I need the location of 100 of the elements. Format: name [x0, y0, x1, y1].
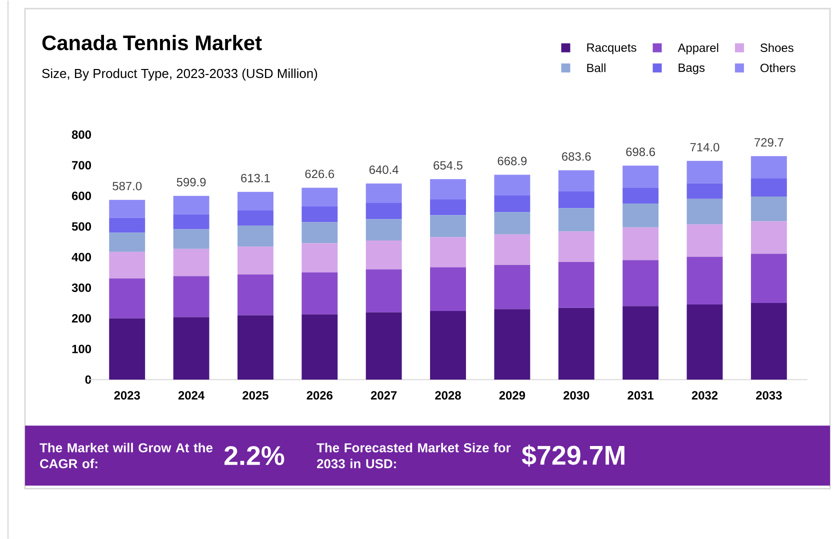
bar	[686, 256, 723, 304]
bar	[366, 219, 402, 240]
bar	[109, 252, 146, 278]
y-tick-label: 100	[72, 344, 91, 354]
bar	[366, 269, 402, 312]
x-tick-label: 2032	[692, 391, 718, 400]
bar	[750, 221, 787, 254]
bar	[558, 262, 594, 308]
total-label: 654.5	[434, 161, 462, 170]
bar	[622, 260, 659, 306]
total-label: 587.0	[112, 182, 142, 190]
x-tick-label: 2027	[370, 391, 397, 400]
bar	[173, 276, 210, 318]
bar	[430, 199, 466, 216]
total-label: 613.1	[241, 174, 270, 182]
y-tick-label: 700	[72, 160, 91, 170]
bar	[366, 202, 402, 220]
bar	[558, 191, 594, 208]
total-label: 626.6	[305, 170, 334, 178]
bar	[173, 248, 210, 276]
total-label: 668.9	[498, 156, 527, 166]
bar	[430, 267, 466, 311]
bar	[366, 240, 402, 270]
bar	[173, 229, 210, 249]
bar	[237, 274, 274, 316]
bar	[494, 212, 530, 234]
legend-label: Shoes	[760, 43, 794, 52]
bar	[237, 246, 274, 274]
bar	[686, 198, 723, 224]
bar	[494, 234, 530, 265]
bar	[302, 188, 338, 206]
bar	[302, 222, 338, 244]
bar	[558, 208, 594, 232]
bar	[302, 272, 338, 314]
y-tick-label: 0	[85, 375, 91, 384]
x-tick-label: 2030	[564, 391, 590, 400]
text: 2.2%	[224, 446, 284, 465]
bar	[109, 232, 146, 252]
text: The Forecasted Market Size for 2033 in USD:	[316, 442, 511, 468]
bar	[622, 203, 659, 228]
x-tick-label: 2024	[178, 391, 204, 400]
total-label: 640.4	[369, 165, 398, 174]
x-tick-label: 2033	[756, 391, 782, 400]
bar	[430, 237, 466, 268]
bar	[302, 314, 338, 380]
legend-label: Bags	[678, 64, 705, 74]
bar	[173, 196, 210, 214]
x-tick-label: 2029	[499, 391, 526, 400]
bar	[494, 174, 530, 196]
bar	[366, 183, 402, 202]
x-tick-label: 2025	[242, 391, 268, 400]
total-label: 729.7	[754, 138, 784, 146]
y-tick-label: 500	[72, 222, 91, 231]
total-label: 599.9	[176, 178, 206, 186]
x-tick-label: 2026	[306, 391, 333, 400]
bar	[109, 218, 146, 232]
bar	[430, 310, 466, 380]
bar	[686, 224, 723, 257]
chart-subtitle: Size, By Product Type, 2023-2033 (USD Million)	[42, 68, 318, 81]
y-tick-label: 600	[72, 192, 91, 200]
total-label: 714.0	[690, 142, 720, 152]
x-tick-label: 2028	[435, 391, 461, 400]
bar	[237, 315, 274, 380]
bar	[109, 318, 146, 380]
legend-label: Others	[760, 63, 796, 72]
bar	[302, 206, 338, 222]
bar	[173, 317, 210, 380]
bar	[558, 231, 594, 262]
bar	[494, 264, 530, 310]
text: $729.7M	[522, 444, 624, 466]
bar	[558, 170, 594, 192]
bar	[173, 214, 210, 230]
bar	[430, 179, 466, 200]
x-tick-label: 2023	[114, 391, 140, 400]
bar	[558, 308, 594, 380]
bar	[430, 215, 466, 238]
chart-title: Canada Tennis Market	[42, 34, 262, 50]
bar	[109, 200, 146, 218]
bar	[622, 227, 659, 260]
bar	[750, 196, 787, 222]
legend-label: Ball	[587, 63, 606, 72]
legend-label: Apparel	[678, 43, 718, 54]
bar	[750, 302, 787, 380]
bar	[494, 309, 530, 380]
total-label: 683.6	[562, 152, 591, 161]
bar	[686, 304, 723, 380]
bar	[622, 166, 659, 188]
bar	[686, 183, 723, 199]
x-tick-label: 2031	[628, 391, 654, 400]
bar	[622, 306, 659, 380]
bar	[109, 278, 146, 318]
y-tick-label: 300	[72, 283, 91, 292]
bar	[366, 312, 402, 380]
y-tick-label: 400	[72, 252, 91, 262]
bar	[750, 178, 787, 196]
bar	[622, 187, 659, 204]
bar	[686, 160, 723, 184]
legend-label: Racquets	[587, 43, 636, 54]
bar	[750, 254, 787, 303]
y-tick-label: 800	[72, 130, 91, 139]
